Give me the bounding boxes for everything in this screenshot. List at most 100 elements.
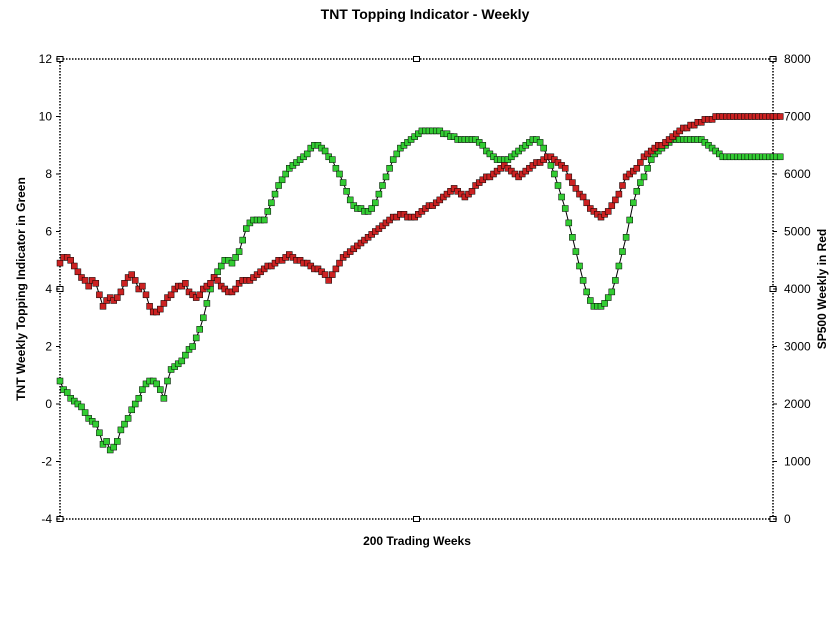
- data-point: [81, 409, 89, 416]
- data-point: [637, 179, 644, 186]
- data-point: [142, 291, 150, 299]
- data-point: [139, 386, 146, 393]
- data-point: [329, 271, 336, 278]
- data-point: [135, 395, 143, 402]
- left-tick-label: 0: [45, 397, 52, 411]
- data-point: [612, 277, 619, 284]
- left-tick-label: -2: [41, 455, 52, 469]
- data-point: [554, 182, 562, 189]
- data-point: [268, 199, 275, 207]
- data-point: [117, 288, 125, 296]
- data-point: [103, 438, 110, 445]
- data-point: [260, 216, 268, 224]
- data-point: [56, 259, 64, 267]
- data-point: [565, 219, 573, 227]
- data-point: [117, 426, 125, 434]
- y-axis-title-left: TNT Weekly Topping Indicator in Green: [14, 177, 28, 401]
- data-point: [203, 300, 211, 307]
- right-tick-label: 3000: [784, 340, 811, 354]
- data-point: [619, 248, 626, 255]
- data-point: [96, 429, 103, 437]
- data-point: [92, 420, 100, 428]
- data-point: [217, 262, 225, 270]
- data-point: [332, 265, 340, 273]
- data-point: [92, 280, 100, 287]
- data-point: [131, 277, 139, 284]
- data-point: [608, 288, 616, 296]
- data-point: [644, 165, 651, 172]
- chart-title: TNT Topping Indicator - Weekly: [321, 6, 530, 22]
- data-point: [196, 326, 203, 333]
- data-point: [239, 236, 246, 244]
- data-point: [71, 262, 78, 270]
- plot-area: [56, 56, 777, 522]
- data-point: [343, 188, 350, 195]
- data-point: [99, 303, 107, 310]
- data-point: [160, 395, 168, 402]
- data-point: [565, 173, 573, 181]
- data-point: [561, 205, 569, 212]
- left-tick-label: 8: [45, 167, 52, 181]
- data-point: [128, 271, 135, 278]
- series-tnt-indicator: [56, 127, 784, 454]
- data-point: [572, 185, 580, 192]
- data-point: [372, 199, 379, 207]
- data-point: [192, 334, 200, 342]
- series-layer: [56, 113, 784, 454]
- data-point: [637, 159, 644, 166]
- right-axis-ticks: 8000 7000 6000 5000 4000 3000 2000 1000 0: [773, 52, 811, 526]
- x-axis-title: 200 Trading Weeks: [363, 534, 471, 548]
- left-tick-label: 12: [39, 52, 53, 66]
- data-point: [633, 188, 641, 195]
- data-point: [321, 147, 329, 155]
- data-point: [386, 165, 393, 172]
- data-point: [271, 190, 279, 198]
- data-point: [131, 400, 139, 408]
- data-point: [587, 297, 594, 304]
- data-point: [382, 173, 390, 181]
- data-point: [167, 291, 175, 299]
- data-point: [558, 193, 565, 201]
- data-point: [74, 268, 82, 276]
- data-point: [182, 351, 189, 359]
- data-point: [626, 216, 633, 224]
- data-point: [630, 199, 637, 207]
- series-line: [59, 130, 781, 451]
- data-point: [303, 150, 311, 158]
- data-point: [572, 248, 580, 255]
- data-point: [336, 259, 343, 267]
- frame-handle: [413, 516, 420, 522]
- right-tick-label: 6000: [784, 167, 811, 181]
- data-point: [153, 380, 160, 388]
- data-point: [243, 225, 250, 232]
- data-point: [479, 142, 487, 149]
- data-point: [776, 113, 784, 120]
- frame-handle: [413, 56, 420, 62]
- data-point: [124, 415, 132, 422]
- data-point: [121, 420, 128, 428]
- data-point: [228, 259, 236, 267]
- data-point: [214, 268, 221, 276]
- data-point: [622, 234, 630, 241]
- data-point: [114, 294, 121, 301]
- data-point: [200, 314, 207, 322]
- data-point: [160, 300, 168, 307]
- left-tick-label: -4: [41, 512, 52, 526]
- right-tick-label: 2000: [784, 397, 811, 411]
- data-point: [282, 170, 289, 178]
- data-point: [157, 305, 164, 313]
- data-point: [547, 162, 555, 169]
- data-point: [207, 280, 214, 287]
- data-point: [336, 170, 343, 178]
- left-tick-label: 4: [45, 282, 52, 296]
- data-point: [561, 165, 569, 172]
- data-point: [63, 389, 71, 396]
- data-point: [114, 438, 121, 445]
- data-point: [540, 144, 547, 152]
- data-point: [633, 165, 641, 172]
- data-point: [235, 248, 243, 255]
- data-point: [96, 291, 103, 299]
- data-point: [339, 179, 347, 186]
- data-point: [325, 277, 332, 284]
